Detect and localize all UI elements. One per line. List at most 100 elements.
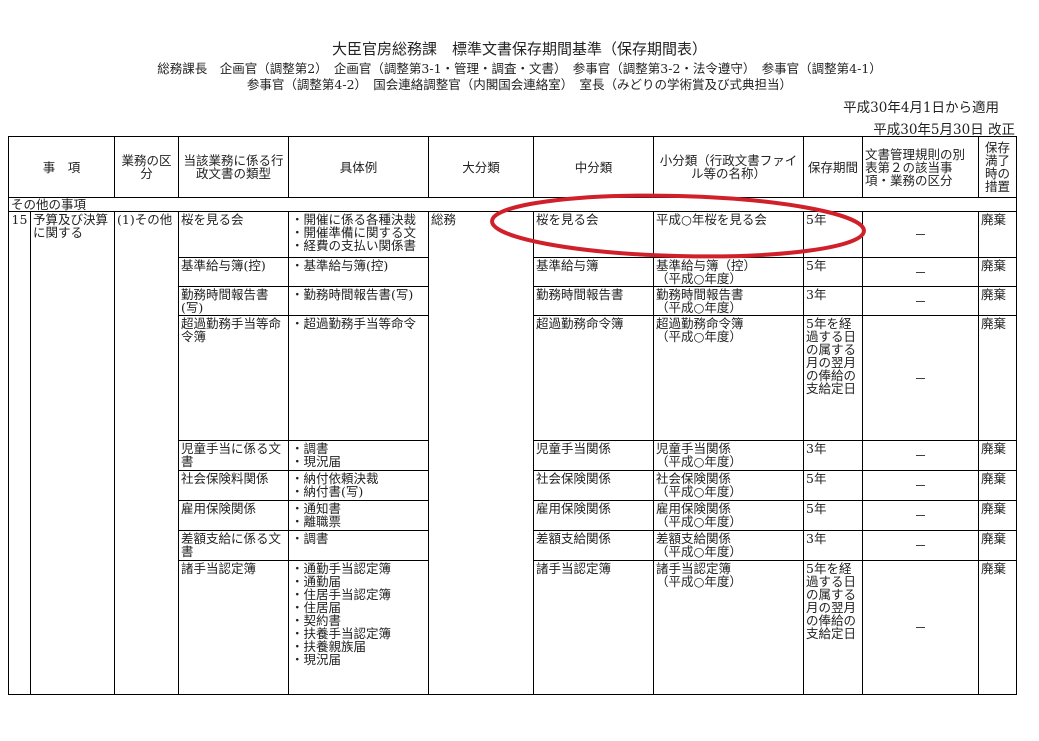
- table-row: 基準給与簿(控) ・基準給与簿(控) 基準給与簿 基準給与簿（控） （平成○年度） 5年－…: [9, 257, 1018, 287]
- col-header: 業務の区分: [114, 136, 180, 198]
- examples: ・開催に係る各種決裁 ・開催準備に関する文 ・経費の支払い関係書: [288, 211, 430, 258]
- example-item: ・納付書(写): [291, 484, 364, 499]
- small-category-line: 平成○年桜を見る会: [656, 212, 767, 227]
- small-category-line: 諸手当認定簿: [656, 561, 732, 576]
- applied-date: 平成30年4月1日から適用: [843, 100, 999, 116]
- example-item: ・通勤届: [291, 574, 342, 589]
- middle-category: 差額支給関係: [533, 530, 655, 561]
- expiry-action: 廃棄: [978, 315, 1018, 441]
- rule-reference: －: [862, 440, 980, 471]
- section-label: その他の事項: [7, 197, 1018, 212]
- small-category-line: （平成○年度）: [656, 484, 742, 499]
- middle-category: 桜を見る会: [533, 211, 655, 258]
- col-header: 文書管理規則の別表第２の該当事項・業務の区分: [862, 136, 980, 198]
- examples: ・超過勤務手当等命令: [288, 315, 430, 441]
- small-category-line: （平成○年度）: [656, 300, 742, 315]
- rule-reference: －: [862, 470, 980, 501]
- document-type: 雇用保険関係: [178, 500, 290, 531]
- header-row: 事 項 業務の区分 当該業務に係る行政文書の類型 具体例 大分類 中分類 小分類…: [7, 136, 1018, 198]
- small-category: 社会保険関係 （平成○年度）: [653, 470, 805, 501]
- small-category-line: （平成○年度）: [656, 574, 742, 589]
- document-type: 差額支給に係る文書: [178, 530, 290, 561]
- small-category-line: （平成○年度）: [656, 271, 742, 286]
- small-category: 差額支給関係 （平成○年度）: [653, 530, 805, 561]
- example-item: ・契約書: [291, 613, 342, 628]
- table-row: 雇用保険関係 ・通知書 ・離職票 雇用保険関係 雇用保険関係 （平成○年度） 5年－廃棄: [9, 500, 1018, 531]
- small-category: 児童手当関係 （平成○年度）: [653, 440, 805, 471]
- table-row: 超過勤務手当等命令簿 ・超過勤務手当等命令 超過勤務命令簿 超過勤務命令簿 （平成○年度…: [9, 315, 1018, 441]
- example-item: ・勤務時間報告書(写): [291, 287, 414, 302]
- revised-date: 平成30年5月30日 改正: [873, 122, 1015, 138]
- examples: ・通知書 ・離職票: [288, 500, 430, 531]
- small-category-line: 雇用保険関係: [656, 501, 732, 516]
- expiry-action: 廃棄: [978, 470, 1018, 501]
- examples: ・通勤手当認定簿 ・通勤届 ・住居手当認定簿 ・住居届 ・契約書 ・扶養手当認定簿 ・扶養親…: [288, 560, 430, 695]
- retention-period: 5年: [803, 211, 864, 258]
- middle-category: 児童手当関係: [533, 440, 655, 471]
- example-item: ・扶養親族届: [291, 639, 367, 654]
- expiry-action: 廃棄: [978, 211, 1018, 258]
- small-category-line: （平成○年度）: [656, 454, 742, 469]
- col-header: 事 項: [7, 136, 116, 198]
- document-type: 諸手当認定簿: [178, 560, 290, 695]
- small-category-line: 超過勤務命令簿: [656, 316, 744, 331]
- document-title: 大臣官房総務課 標準文書保存期間基準（保存期間表）: [331, 40, 707, 58]
- example-item: ・経費の支払い関係書: [291, 238, 417, 253]
- document-type: 社会保険料関係: [178, 470, 290, 501]
- example-item: ・通勤手当認定簿: [291, 561, 392, 576]
- middle-category: 基準給与簿: [533, 257, 655, 287]
- document-type: 児童手当に係る文書: [178, 440, 290, 471]
- expiry-action: 廃棄: [978, 257, 1018, 287]
- small-category: 超過勤務命令簿 （平成○年度）: [653, 315, 805, 441]
- business-division: (1)その他: [114, 211, 180, 695]
- rule-reference: －: [862, 560, 980, 695]
- section-row: その他の事項: [7, 197, 1018, 212]
- example-item: ・納付依頼決裁: [291, 471, 379, 486]
- col-header: 小分類（行政文書ファイル等の名称）: [653, 136, 805, 198]
- retention-period: 3年: [803, 530, 864, 561]
- small-category: 雇用保険関係 （平成○年度）: [653, 500, 805, 531]
- retention-period: 5年を経過する日の属する月の翌月の俸給の支給定日: [803, 315, 864, 441]
- table-row: 勤務時間報告書(写) ・勤務時間報告書(写) 勤務時間報告書 勤務時間報告書 （平成○年…: [9, 286, 1018, 316]
- example-item: ・超過勤務手当等命令: [291, 316, 417, 331]
- examples: ・調書: [288, 530, 430, 561]
- item-number: 15: [8, 211, 31, 695]
- retention-period: 5年: [803, 470, 864, 501]
- example-item: ・離職票: [291, 514, 342, 529]
- small-category-line: （平成○年度）: [656, 514, 742, 529]
- examples: ・納付依頼決裁 ・納付書(写): [288, 470, 430, 501]
- retention-period: 5年: [803, 500, 864, 531]
- retention-period: 5年を経過する日の属する月の翌月の俸給の支給定日: [803, 560, 864, 695]
- rule-reference: －: [862, 257, 980, 287]
- col-header: 保存満了時の措置: [978, 136, 1018, 198]
- small-category-line: 基準給与簿（控）: [656, 258, 757, 273]
- document-subtitle: 総務課長 企画官（調整第2） 企画官（調整第3-1・管理・調査・文書） 参事官（…: [157, 61, 882, 76]
- rule-reference: －: [862, 500, 980, 531]
- examples: ・基準給与簿(控): [288, 257, 430, 287]
- expiry-action: 廃棄: [978, 560, 1018, 695]
- small-category: 諸手当認定簿 （平成○年度）: [653, 560, 805, 695]
- small-category-line: （平成○年度）: [656, 544, 742, 559]
- small-category-line: 差額支給関係: [656, 531, 732, 546]
- col-header: 中分類: [533, 136, 655, 198]
- document-subtitle: 参事官（調整第4-2） 国会連絡調整官（内閣国会連絡室） 室長（みどりの学術賞及…: [246, 77, 793, 92]
- retention-period: 3年: [803, 286, 864, 316]
- small-category-line: 勤務時間報告書: [656, 287, 744, 302]
- small-category-line: 児童手当関係: [656, 441, 732, 456]
- small-category: 平成○年桜を見る会: [653, 211, 805, 258]
- col-header: 保存期間: [803, 136, 864, 198]
- example-item: ・通知書: [291, 501, 342, 516]
- example-item: ・調書: [291, 531, 329, 546]
- document-type: 基準給与簿(控): [178, 257, 290, 287]
- example-item: ・開催に係る各種決裁: [291, 212, 417, 227]
- rule-reference: －: [862, 530, 980, 561]
- example-item: ・調書: [291, 441, 329, 456]
- expiry-action: 廃棄: [978, 530, 1018, 561]
- middle-category: 超過勤務命令簿: [533, 315, 655, 441]
- col-header: 具体例: [288, 136, 430, 198]
- middle-category: 社会保険関係: [533, 470, 655, 501]
- small-category: 基準給与簿（控） （平成○年度）: [653, 257, 805, 287]
- small-category-line: 社会保険関係: [656, 471, 732, 486]
- example-item: ・住居届: [291, 600, 342, 615]
- small-category-line: （平成○年度）: [656, 329, 742, 344]
